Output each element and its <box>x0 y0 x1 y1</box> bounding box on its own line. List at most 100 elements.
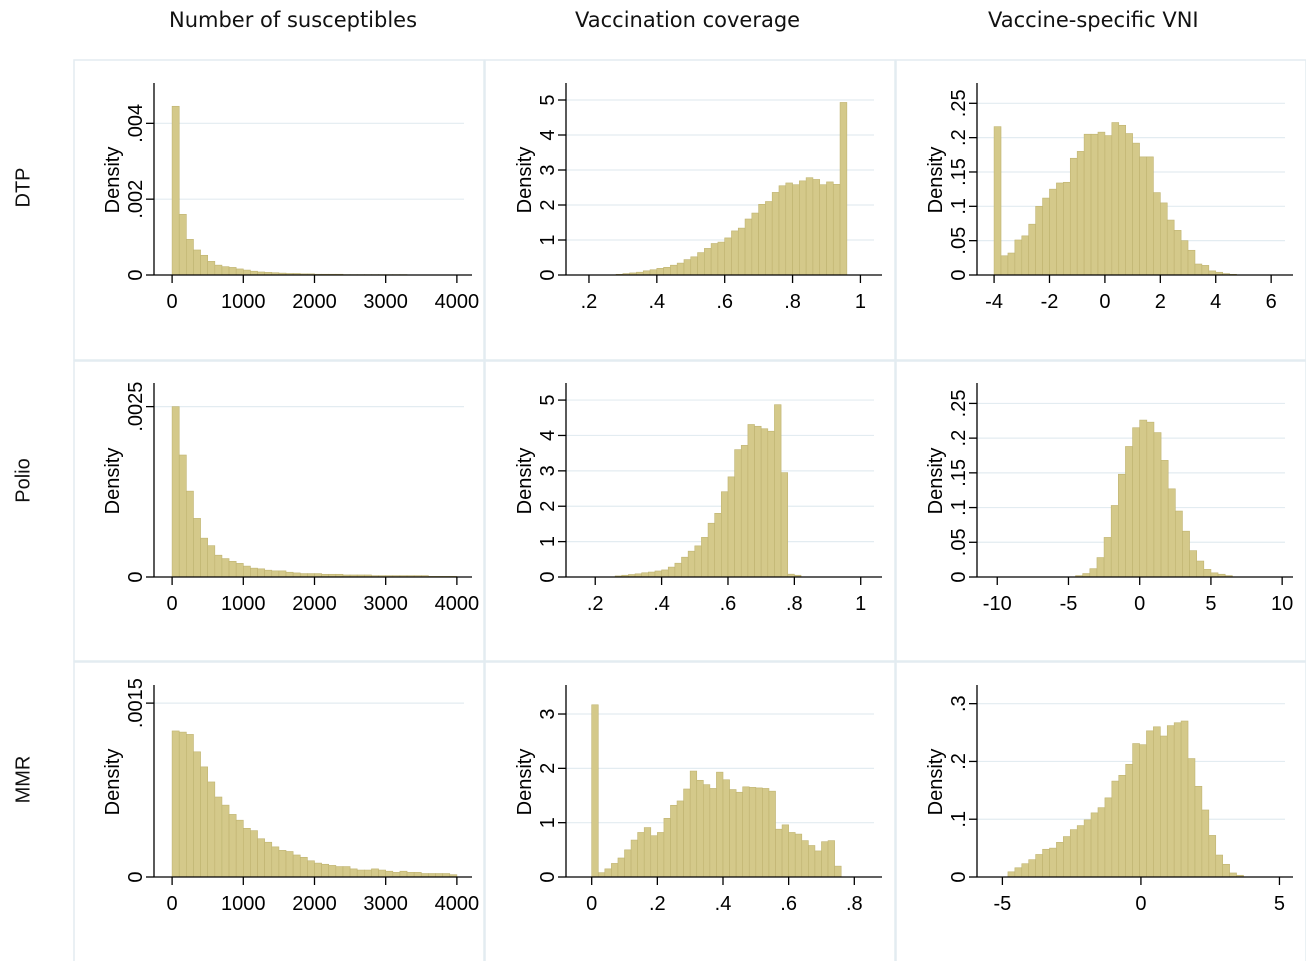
histogram-bar <box>792 184 800 276</box>
histogram-bar <box>1153 432 1162 578</box>
histogram-bar <box>186 490 194 578</box>
histogram-bar <box>788 832 796 878</box>
histogram-bar <box>676 262 685 276</box>
x-tick-label: .4 <box>648 291 665 313</box>
x-tick-label: 1000 <box>221 291 266 313</box>
histogram-bar <box>1042 197 1050 276</box>
histogram-bar <box>827 840 835 878</box>
histogram-bar <box>714 513 722 578</box>
histogram-bar <box>207 781 216 878</box>
histogram-bar <box>801 840 809 878</box>
histogram-bar <box>1160 735 1168 878</box>
histogram-bar <box>242 565 251 578</box>
histogram-bar <box>781 824 789 878</box>
x-tick-label: .6 <box>716 291 733 313</box>
histogram-bar <box>674 562 682 578</box>
histogram-bar <box>1222 863 1230 878</box>
histogram-bar <box>371 868 379 878</box>
x-tick-label: 2 <box>1155 291 1166 313</box>
histogram-bar <box>839 102 848 276</box>
histogram-bar <box>1187 249 1196 276</box>
histogram-bar <box>661 569 669 578</box>
histogram-bar <box>413 872 422 878</box>
panel-1-1: 0 .002 .004 0 1000 2000 3000 4000 Density <box>73 59 485 361</box>
histogram-bar <box>399 870 408 878</box>
histogram-bar <box>604 868 612 878</box>
x-tick-label: 0 <box>167 291 178 313</box>
histogram-bar <box>687 550 696 578</box>
histogram-bar <box>758 204 766 276</box>
x-tick-label: 0 <box>586 893 597 915</box>
histogram-bar <box>1118 473 1126 578</box>
histogram-bar <box>656 268 664 276</box>
histogram-bar <box>1042 848 1050 878</box>
y-tick-label: 1 <box>537 234 559 245</box>
histogram-bar <box>716 771 724 878</box>
y-tick-label: 5 <box>537 395 559 406</box>
y-axis-title: Density <box>925 749 947 816</box>
histogram-bar <box>630 839 638 878</box>
histogram-bar <box>228 267 237 276</box>
histogram-bar <box>1083 819 1092 878</box>
x-tick-label: -10 <box>983 593 1012 615</box>
histogram-bar <box>1180 240 1189 276</box>
y-tick-label: .05 <box>948 227 970 255</box>
y-tick-label: 0 <box>125 571 147 582</box>
histogram-bar <box>250 830 258 878</box>
y-axis-title: Density <box>102 147 124 214</box>
histogram-bar <box>597 872 606 878</box>
y-tick-label: 3 <box>537 708 559 719</box>
x-tick-label: .2 <box>649 893 666 915</box>
histogram-bar <box>1069 829 1078 878</box>
histogram-bar <box>717 241 725 276</box>
histogram-bar <box>221 804 230 878</box>
histogram-bar <box>242 269 251 276</box>
histogram-bar <box>321 863 330 878</box>
histogram-bar <box>1146 156 1154 276</box>
histogram-bar <box>690 256 698 276</box>
histogram-bar <box>729 789 737 878</box>
histogram-bar <box>271 570 280 578</box>
histogram-bar <box>1110 505 1119 578</box>
histogram-bar <box>760 428 769 578</box>
histogram-bar <box>214 796 223 878</box>
histogram-bar <box>171 730 180 878</box>
histogram-bar <box>774 404 782 578</box>
histogram-bar <box>1139 419 1148 578</box>
x-tick-label: 1 <box>855 593 866 615</box>
histogram-bar <box>993 126 1002 276</box>
histogram-bar <box>1104 135 1113 276</box>
histogram-bar <box>178 454 187 578</box>
histogram-bar <box>767 430 775 578</box>
histogram-bar <box>1118 124 1126 276</box>
histogram-bar <box>624 849 632 878</box>
histogram-bar <box>696 779 704 878</box>
histogram-bar <box>1028 223 1036 276</box>
histogram-bar <box>228 814 237 878</box>
histogram-bar <box>1180 720 1189 878</box>
y-tick-label: .05 <box>948 528 970 556</box>
histogram-bar <box>710 243 719 276</box>
histogram-bar <box>200 537 209 578</box>
histogram-bar <box>278 850 287 878</box>
histogram-bar <box>735 791 743 878</box>
histogram-bar <box>299 856 308 878</box>
histogram-bar <box>356 869 365 878</box>
panel-frame <box>484 360 896 662</box>
histogram-bar <box>591 704 599 878</box>
y-tick-label: .2 <box>948 129 970 146</box>
histogram-bar <box>1173 722 1182 878</box>
y-tick-label: 0 <box>537 571 559 582</box>
histogram-bar <box>1189 550 1197 578</box>
y-tick-label: 2 <box>537 501 559 512</box>
histogram-bar <box>1069 157 1078 276</box>
y-tick-label: .1 <box>948 811 970 828</box>
histogram-bar <box>617 857 625 878</box>
x-tick-label: 3000 <box>363 593 408 615</box>
x-tick-label: 5 <box>1274 893 1285 915</box>
histogram-bar <box>1111 780 1120 878</box>
histogram-bar <box>257 568 265 578</box>
y-tick-label: 2 <box>537 763 559 774</box>
histogram-bar <box>314 862 322 878</box>
histogram-bar <box>1182 530 1190 578</box>
